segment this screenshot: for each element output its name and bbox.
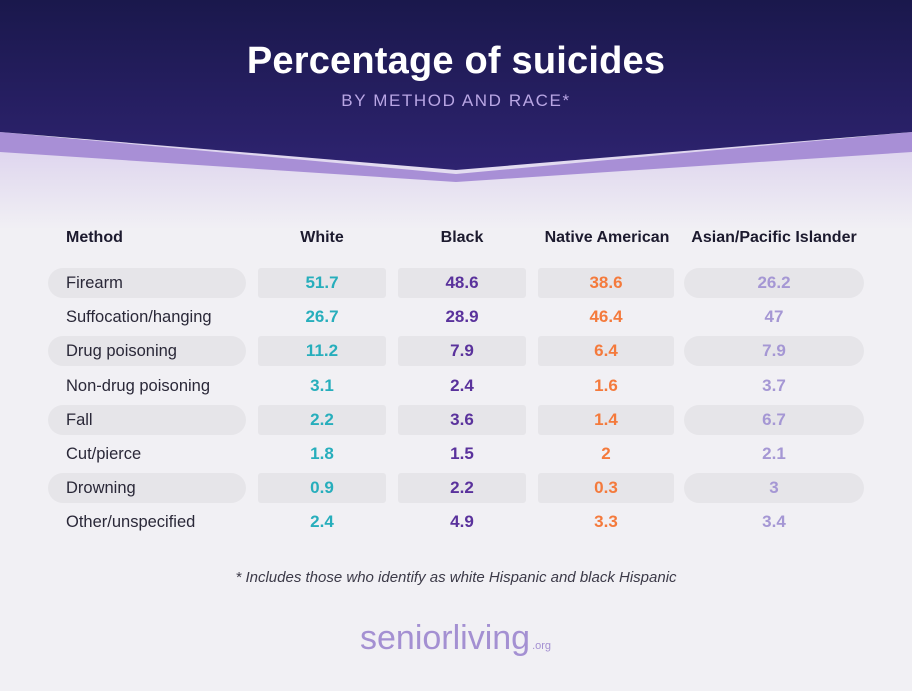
method-label: Firearm <box>66 274 123 292</box>
method-label: Suffocation/hanging <box>66 308 212 326</box>
footnote: * Includes those who identify as white H… <box>235 569 677 586</box>
value-black: 4.9 <box>450 512 474 531</box>
row-stripe <box>538 405 674 435</box>
row-stripe <box>258 473 386 503</box>
value-black: 2.2 <box>450 478 474 497</box>
value-native-american: 1.4 <box>594 410 618 429</box>
value-asian-pacific-islander: 3 <box>769 478 779 497</box>
header-white: White <box>300 229 344 246</box>
value-asian-pacific-islander: 3.4 <box>762 512 786 531</box>
value-native-american: 1.6 <box>594 376 618 395</box>
row-stripe <box>538 473 674 503</box>
value-white: 2.4 <box>310 512 334 531</box>
row-stripe <box>48 268 246 298</box>
row-stripe <box>684 336 864 366</box>
row-stripe <box>398 336 526 366</box>
method-label: Drug poisoning <box>66 342 177 360</box>
value-native-american: 0.3 <box>594 478 618 497</box>
row-stripe <box>258 336 386 366</box>
value-black: 1.5 <box>450 444 474 463</box>
value-white: 3.1 <box>310 376 334 395</box>
value-native-american: 38.6 <box>589 273 623 292</box>
value-black: 2.4 <box>450 376 474 395</box>
value-white: 51.7 <box>305 273 339 292</box>
value-black: 7.9 <box>450 341 474 360</box>
value-native-american: 3.3 <box>594 512 618 531</box>
page-title: Percentage of suicides <box>246 40 666 82</box>
page-subtitle: BY METHOD AND RACE* <box>341 91 571 110</box>
row-stripe <box>398 473 526 503</box>
row-stripe <box>48 473 246 503</box>
row-stripe <box>684 268 864 298</box>
value-native-american: 2 <box>601 444 611 463</box>
value-white: 2.2 <box>310 410 334 429</box>
value-white: 26.7 <box>305 307 339 326</box>
method-label: Cut/pierce <box>66 445 142 463</box>
value-native-american: 6.4 <box>594 341 618 360</box>
value-asian-pacific-islander: 26.2 <box>757 273 791 292</box>
logo-text: seniorliving <box>360 619 531 657</box>
value-native-american: 46.4 <box>589 307 623 326</box>
row-stripe <box>538 268 674 298</box>
row-stripe <box>48 336 246 366</box>
header-black: Black <box>440 229 484 246</box>
header-native-american: Native American <box>544 229 670 246</box>
value-asian-pacific-islander: 6.7 <box>762 410 786 429</box>
row-stripe <box>48 405 246 435</box>
row-stripe <box>398 268 526 298</box>
header-banner <box>0 0 912 230</box>
header-method: Method <box>66 229 123 246</box>
header-asian-pacific-islander: Asian/Pacific Islander <box>691 229 857 246</box>
row-stripe <box>538 336 674 366</box>
method-label: Non-drug poisoning <box>66 377 211 395</box>
logo-suffix: .org <box>532 640 552 652</box>
row-stripe <box>258 268 386 298</box>
row-stripe <box>684 473 864 503</box>
value-asian-pacific-islander: 7.9 <box>762 341 786 360</box>
method-label: Drowning <box>66 479 136 497</box>
row-stripe <box>258 405 386 435</box>
row-stripe <box>684 405 864 435</box>
value-black: 48.6 <box>445 273 479 292</box>
method-label: Fall <box>66 411 93 429</box>
value-black: 28.9 <box>445 307 479 326</box>
value-asian-pacific-islander: 2.1 <box>762 444 786 463</box>
seniorliving-logo: seniorliving .org <box>360 619 551 658</box>
value-black: 3.6 <box>450 410 474 429</box>
value-white: 1.8 <box>310 444 334 463</box>
value-white: 0.9 <box>310 478 334 497</box>
row-stripe <box>398 405 526 435</box>
value-white: 11.2 <box>305 341 339 360</box>
value-asian-pacific-islander: 47 <box>764 307 784 326</box>
method-label: Other/unspecified <box>66 513 196 531</box>
value-asian-pacific-islander: 3.7 <box>762 376 786 395</box>
